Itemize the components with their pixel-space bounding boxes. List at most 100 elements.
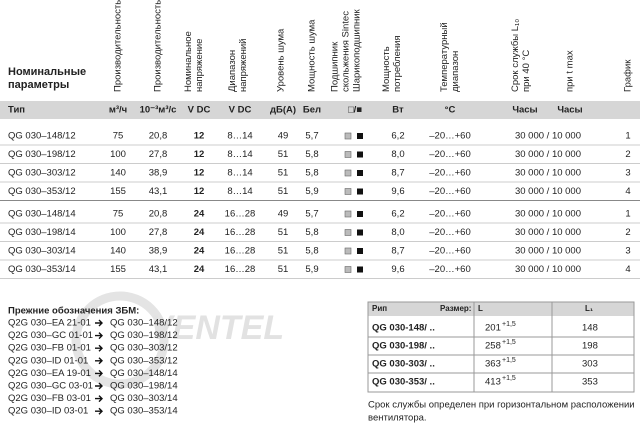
size-l1: 353: [582, 377, 598, 388]
cell: 5,9: [305, 264, 318, 275]
column-header: Производительность: [113, 0, 124, 92]
column-header: при 40 °C: [521, 50, 532, 92]
cell: 5,8: [305, 149, 318, 160]
cell: 75: [113, 209, 124, 220]
cell: 20,8: [149, 131, 168, 142]
column-header: скольжения Sintec: [341, 11, 352, 92]
unit-label: Часы: [512, 105, 537, 116]
sizes-header: L: [478, 304, 483, 313]
column-header: Мощность шума: [307, 19, 318, 92]
section-title: Номинальные: [8, 66, 86, 78]
cell: 5,8: [305, 227, 318, 238]
cell: –20…+60: [429, 168, 470, 179]
cell: 24: [194, 227, 205, 238]
cell: 43,1: [149, 186, 168, 197]
cell: 8…14: [227, 186, 252, 197]
cell: 5,9: [305, 186, 318, 197]
arrow: [95, 382, 103, 390]
bearing-icon: [357, 133, 363, 139]
cell: 20,8: [149, 209, 168, 220]
cell: 49: [278, 209, 289, 220]
cell: 16…28: [225, 246, 256, 257]
cell: QG 030–353/12: [8, 186, 76, 197]
cell: QG 030–303/14: [8, 246, 76, 257]
bearing-icon: [344, 266, 352, 273]
cell: 100: [110, 227, 126, 238]
legacy-old: Q2G 030–FB 01-01: [8, 343, 91, 354]
size-l1: 148: [582, 323, 598, 334]
cell: 30 000 / 10 000: [515, 149, 581, 160]
cell: QG 030–148/12: [8, 131, 76, 142]
cell: 8,7: [391, 246, 404, 257]
cell: –20…+60: [429, 227, 470, 238]
unit-label: °C: [445, 105, 456, 116]
column-header: при t max: [565, 50, 576, 92]
cell: 51: [278, 186, 289, 197]
note: вентилятора.: [368, 413, 427, 424]
arrow: [95, 357, 103, 365]
cell: –20…+60: [429, 186, 470, 197]
sizes-header: Размер:: [440, 304, 471, 313]
cell: 8…14: [227, 131, 252, 142]
cell: 3: [625, 246, 630, 257]
legacy-new: QG 030–148/12: [110, 318, 178, 329]
cell: QG 030–353/14: [8, 264, 76, 275]
cell: 51: [278, 149, 289, 160]
legacy-new: QG 030–303/14: [110, 393, 178, 404]
size-l1: 198: [582, 341, 598, 352]
cell: 43,1: [149, 264, 168, 275]
arrow: [95, 319, 103, 327]
size-l: 363: [485, 359, 501, 370]
column-header: Температурный: [439, 22, 450, 92]
legacy-old: Q2G 030–GC 03-01: [8, 381, 93, 392]
column-header: Уровень шума: [276, 28, 287, 92]
column-header: напряжение: [194, 39, 205, 92]
units-band: [0, 101, 640, 119]
cell: QG 030–148/14: [8, 209, 76, 220]
unit-label: м³/ч: [109, 105, 127, 116]
size-type: QG 030-148/ ..: [372, 323, 435, 334]
cell: QG 030–198/14: [8, 227, 76, 238]
unit-label: дБ(A): [270, 105, 296, 116]
cell: 2: [625, 227, 630, 238]
size-tol: +1,5: [502, 357, 516, 364]
bearing-icon: [357, 211, 363, 217]
cell: 1: [625, 209, 630, 220]
bearing-icon: [344, 188, 352, 195]
cell: QG 030–198/12: [8, 149, 76, 160]
cell: 12: [194, 186, 205, 197]
column-header: График: [623, 59, 634, 92]
column-header: диапазон: [450, 51, 461, 92]
cell: 8…14: [227, 168, 252, 179]
cell: 5,7: [305, 209, 318, 220]
watermark-fan: [71, 291, 169, 389]
legacy-old: Q2G 030–ID 03-01: [8, 406, 88, 417]
size-tol: +1,5: [502, 375, 516, 382]
bearing-icon: [344, 247, 352, 255]
cell: 5,8: [305, 168, 318, 179]
size-type: QG 030-353/ ..: [372, 377, 435, 388]
section-title: параметры: [8, 79, 69, 91]
column-header: Мощность: [381, 46, 392, 92]
bearing-icon: [357, 266, 363, 273]
cell: 1: [625, 131, 630, 142]
sizes-header: Рип: [372, 304, 387, 313]
bearing-icon: [357, 151, 363, 158]
unit-label: Тип: [8, 105, 25, 116]
cell: 16…28: [225, 227, 256, 238]
bearing-icon: [344, 151, 352, 158]
legacy-new: QG 030–198/12: [110, 330, 178, 341]
bearing-icon: [344, 169, 352, 177]
cell: 100: [110, 149, 126, 160]
bearing-icon: [357, 248, 363, 254]
cell: 49: [278, 131, 289, 142]
cell: QG 030–303/12: [8, 168, 76, 179]
cell: 8,0: [391, 227, 404, 238]
column-header: Срок службы L₁₀: [510, 19, 521, 92]
arrow: [95, 332, 103, 340]
legacy-old: Q2G 030–GC 01-01: [8, 330, 93, 341]
size-l1: 303: [582, 359, 598, 370]
cell: 16…28: [225, 264, 256, 275]
cell: 30 000 / 10 000: [515, 227, 581, 238]
